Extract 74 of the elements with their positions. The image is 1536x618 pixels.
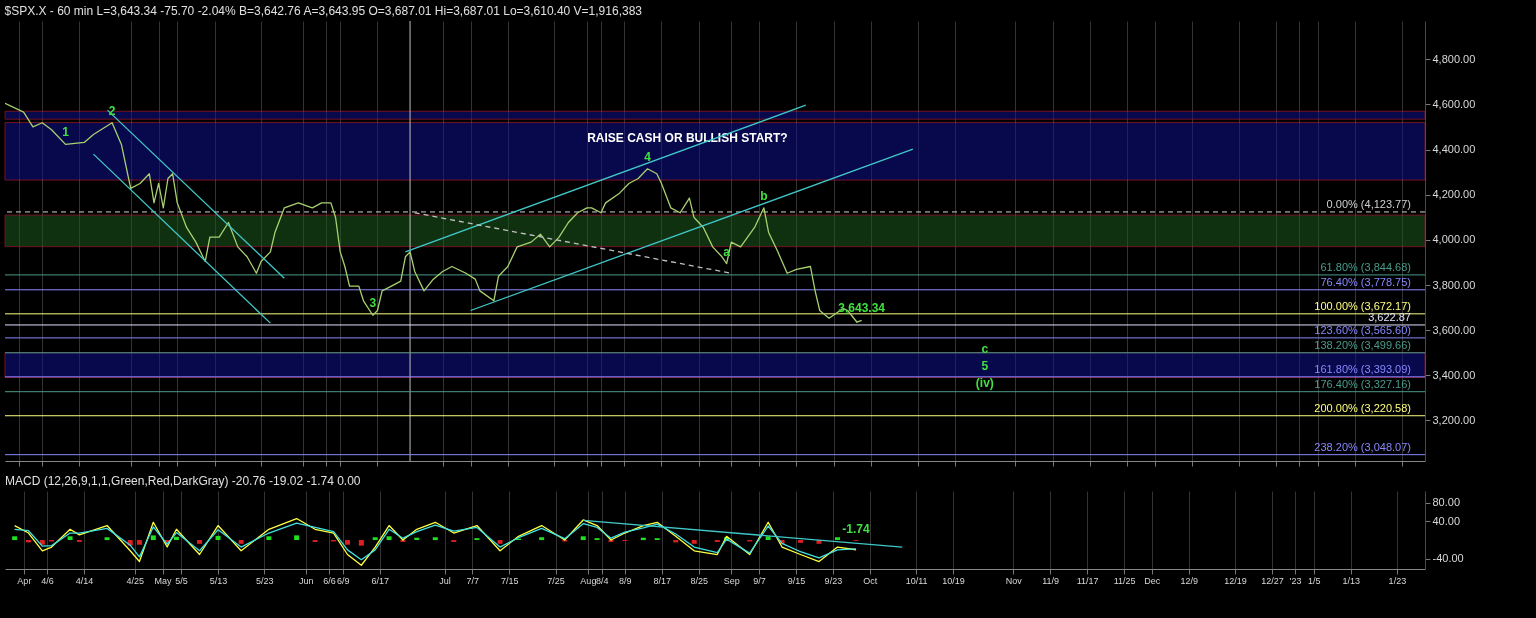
- x-tick-label: 8/4: [595, 575, 609, 586]
- y-tick-label: 3,200.00: [1432, 413, 1476, 426]
- x-tick-label: 4/25: [126, 575, 145, 586]
- y-tick-label: 3,400.00: [1432, 368, 1476, 381]
- chart-title: $SPX.X - 60 min L=3,643.34 -75.70 -2.04% B=3,642.76 A=3,643.95 O=3,687.01 Hi=3,687.01 Lo=3,610.40 V=1,916,383: [4, 3, 643, 18]
- x-tick-label: 9/23: [824, 575, 843, 586]
- x-tick-label: 6/6: [323, 575, 336, 586]
- x-tick-label: Jul: [439, 575, 451, 586]
- annotation: 4: [644, 149, 652, 164]
- x-tick-label: 9/7: [753, 575, 766, 586]
- annotation: 2: [108, 103, 116, 118]
- ref-line-label: 238.20% (3,048.07): [1314, 440, 1411, 453]
- x-tick-label: Oct: [863, 575, 878, 586]
- x-tick-label: 11/25: [1113, 575, 1136, 586]
- x-tick-label: 10/11: [905, 575, 928, 586]
- x-tick-label: 5/23: [256, 575, 274, 586]
- x-tick-label: 8/17: [653, 575, 672, 586]
- x-tick-label: 7/25: [547, 575, 565, 586]
- annotation: 1: [62, 125, 70, 140]
- x-tick-label: 11/9: [1042, 575, 1060, 586]
- x-tick-label: 10/19: [942, 575, 965, 586]
- annotation: b: [760, 188, 768, 203]
- ref-line-label: 123.60% (3,565.60): [1314, 323, 1411, 336]
- x-tick-label: 5/13: [209, 575, 228, 586]
- annotation: c: [981, 341, 989, 356]
- x-tick-label: Sep: [723, 575, 740, 586]
- y-tick-label: 40.00: [1432, 514, 1461, 527]
- x-tick-label: 4/14: [75, 575, 94, 586]
- x-tick-label: Dec: [1144, 575, 1161, 586]
- y-tick-label: 3,800.00: [1432, 278, 1476, 291]
- x-tick-label: 9/15: [787, 575, 806, 586]
- x-tick-label: 12/9: [1180, 575, 1199, 586]
- y-tick-label: 4,600.00: [1432, 97, 1476, 110]
- x-tick-label: 5/5: [175, 575, 188, 586]
- x-tick-label: 7/7: [466, 575, 480, 586]
- x-tick-label: Aug: [580, 575, 597, 586]
- annotation: 3,643.34: [838, 301, 886, 316]
- y-tick-label: 3,600.00: [1432, 323, 1476, 336]
- x-tick-label: Nov: [1005, 575, 1023, 586]
- x-tick-label: 11/17: [1076, 575, 1099, 586]
- x-tick-label: 8/9: [619, 575, 632, 586]
- ref-line-label: 61.80% (3,844.68): [1320, 260, 1411, 273]
- x-tick-label: 6/17: [371, 575, 390, 586]
- x-tick-label: 1/5: [1307, 575, 1321, 586]
- ref-line-label: 138.20% (3,499.66): [1314, 338, 1411, 351]
- x-tick-label: 4/6: [41, 575, 54, 586]
- x-tick-label: 8/25: [690, 575, 709, 586]
- y-tick-label: 4,800.00: [1432, 52, 1476, 65]
- ref-line-label: 76.40% (3,778.75): [1320, 275, 1411, 288]
- y-tick-label: 80.00: [1432, 496, 1461, 509]
- x-tick-label: Apr: [17, 575, 32, 586]
- x-tick-label: 12/27: [1261, 575, 1284, 586]
- x-tick-label: '23: [1289, 575, 1302, 586]
- y-tick-label: 4,000.00: [1432, 233, 1476, 246]
- y-tick-label: -40.00: [1432, 552, 1464, 565]
- ref-line-label: 200.00% (3,220.58): [1314, 401, 1411, 414]
- x-tick-label: 6/9: [337, 575, 350, 586]
- x-tick-label: Jun: [299, 575, 314, 586]
- annotation: 3: [369, 296, 377, 311]
- ref-line-label: 100.00% (3,672.17): [1314, 299, 1411, 312]
- annotation: 5: [981, 358, 989, 373]
- x-tick-label: 1/13: [1342, 575, 1360, 586]
- x-tick-label: 1/23: [1388, 575, 1407, 586]
- annotation: -1.74: [842, 521, 870, 536]
- chart-title: MACD (12,26,9,1,1,Green,Red,DarkGray) -20.76 -19.02 -1.74 0.00: [5, 474, 361, 488]
- ref-line-label: 176.40% (3,327.16): [1314, 377, 1411, 390]
- ref-line-label: 161.80% (3,393.09): [1314, 362, 1411, 375]
- x-tick-label: May: [154, 575, 173, 586]
- x-tick-label: 12/19: [1224, 575, 1247, 586]
- x-tick-label: 7/15: [501, 575, 519, 586]
- y-tick-label: 4,400.00: [1432, 143, 1476, 156]
- y-tick-label: 4,200.00: [1432, 188, 1476, 201]
- ref-line-label: 0.00% (4,123.77): [1326, 197, 1411, 210]
- annotation: (iv): [975, 375, 994, 390]
